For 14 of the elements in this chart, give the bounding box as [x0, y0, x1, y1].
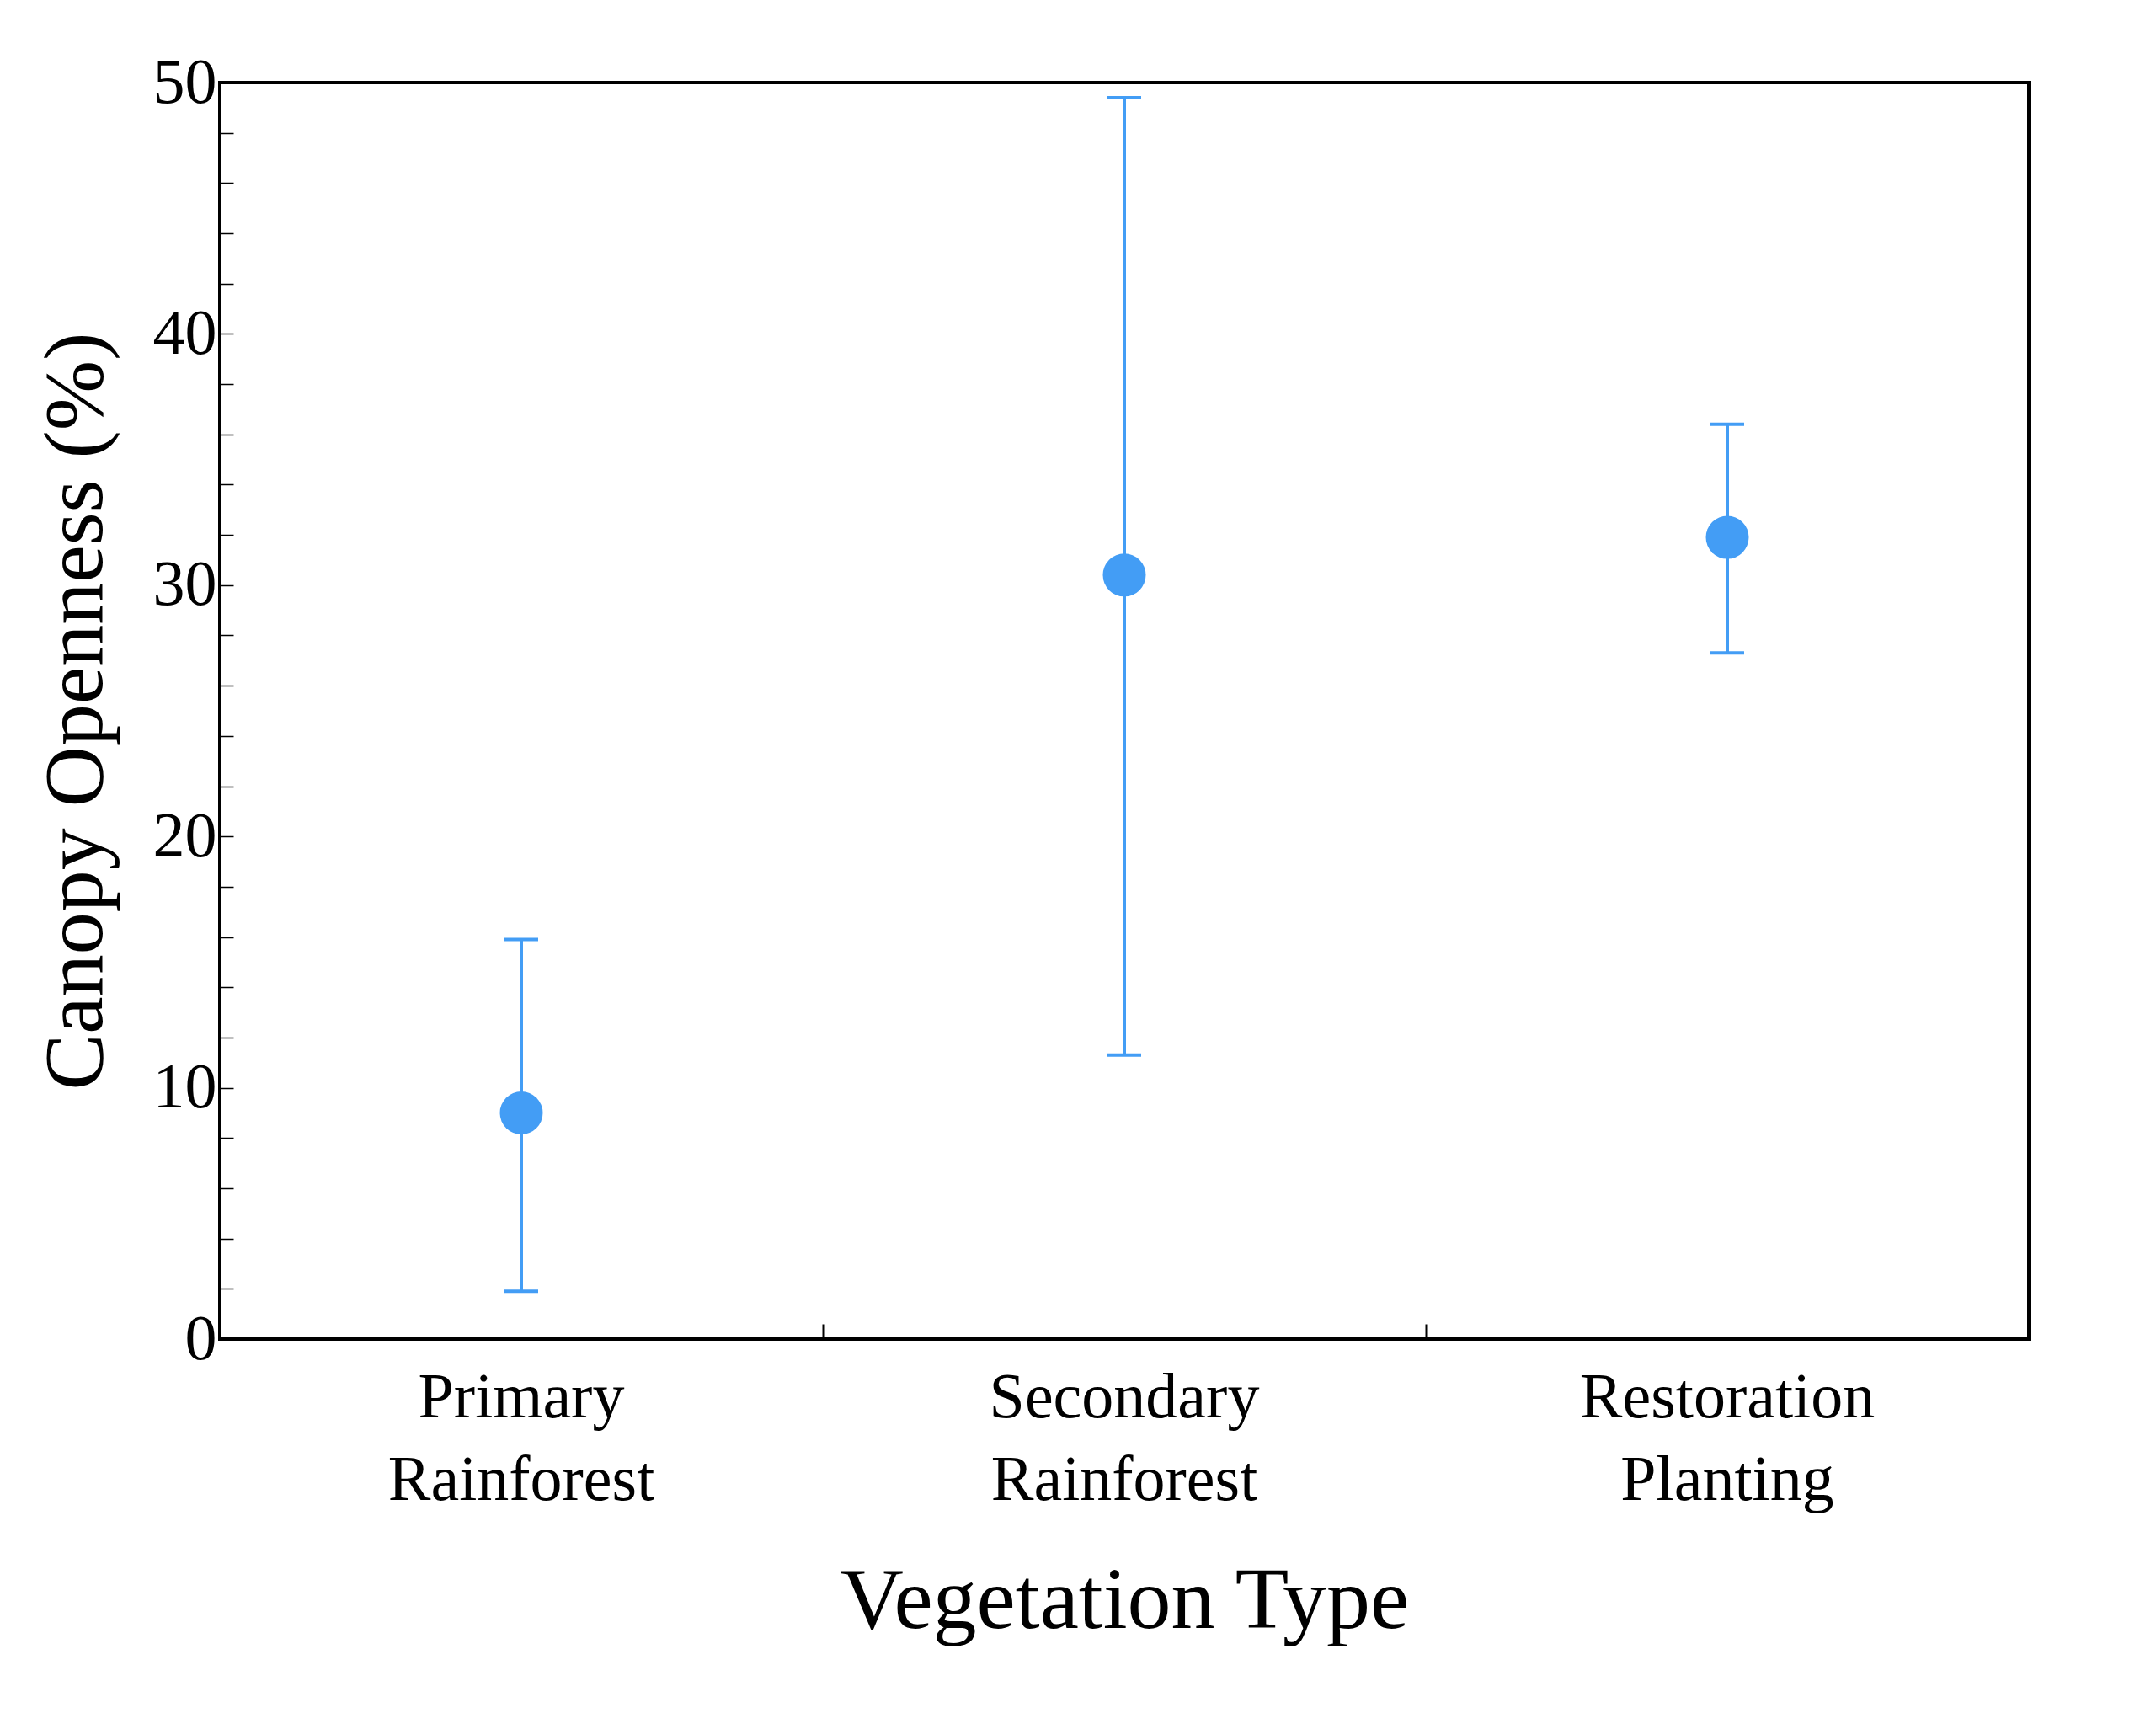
- y-axis-title: Canopy Openness (%): [26, 332, 120, 1091]
- x-tick-label: Primary Rainforest: [387, 1359, 655, 1513]
- point: [1705, 515, 1749, 559]
- y-tick-label: 50: [152, 45, 217, 116]
- point: [1102, 553, 1146, 597]
- x-tick-label: Restoration Planting: [1579, 1359, 1876, 1513]
- x-axis-title: Vegetation Type: [840, 1549, 1410, 1646]
- y-tick-label: 10: [152, 1050, 217, 1122]
- point: [499, 1091, 543, 1134]
- y-tick-label: 40: [152, 296, 217, 367]
- y-tick-label: 20: [152, 798, 217, 870]
- y-tick-label: 0: [184, 1301, 217, 1373]
- x-tick-label: Secondary Rainforest: [989, 1359, 1260, 1513]
- y-tick-label: 30: [152, 547, 217, 619]
